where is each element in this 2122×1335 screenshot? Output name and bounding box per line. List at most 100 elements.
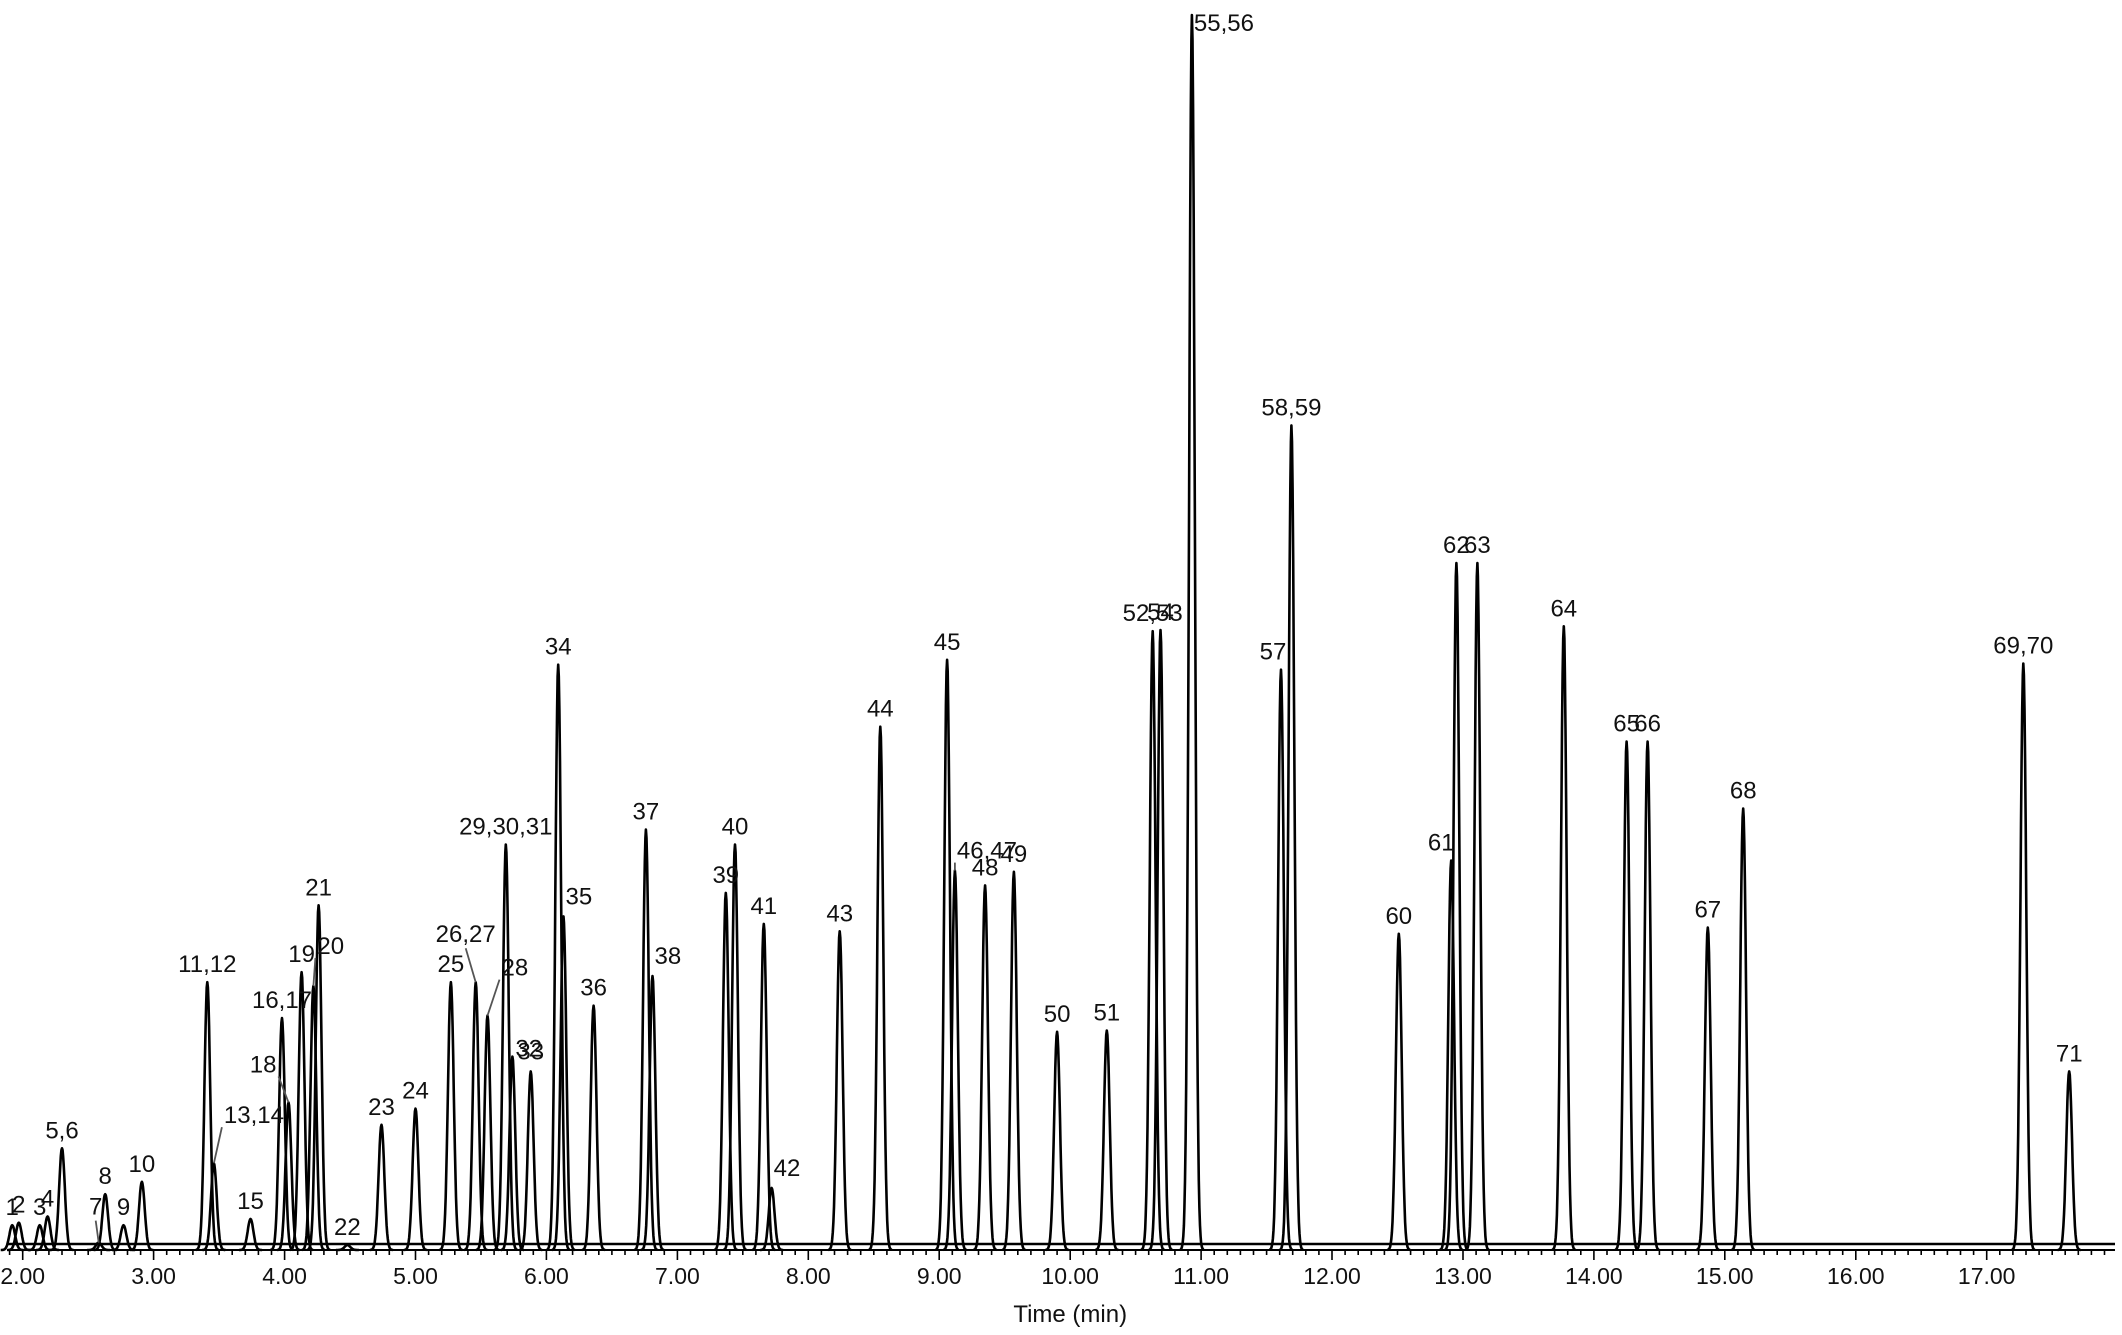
peak-23 [369,1123,394,1252]
x-tick-label: 7.00 [655,1263,700,1289]
peak-label-63: 63 [1464,532,1491,559]
peak-52-53 [1140,629,1165,1251]
peak-44 [868,725,893,1252]
peak-label-43: 43 [826,900,853,927]
x-tick-label: 4.00 [262,1263,307,1289]
peak-label-40: 40 [722,814,749,841]
peak-label-13-14: 13,14 [224,1102,284,1129]
peak-label-29-30-31: 29,30,31 [459,814,552,841]
peak-label-48: 48 [972,854,999,881]
x-tick-label: 11.00 [1173,1263,1229,1289]
x-tick-label: 3.00 [131,1263,176,1289]
leader-line-26-27 [464,947,477,983]
peak-label-15: 15 [237,1188,264,1215]
peak-34 [545,663,571,1252]
peak-label-46-47: 46,47 [957,838,1017,865]
peak-37 [633,828,659,1252]
peak-42 [759,1186,784,1252]
peak-label-10: 10 [129,1151,156,1178]
x-tick-label: 2.00 [0,1263,45,1289]
peak-label-16-17: 16,17 [252,987,312,1014]
peak-label-4: 4 [41,1186,54,1213]
peak-55-56 [1179,13,1205,1251]
peak-label-66: 66 [1634,711,1661,738]
peak-label-69-70: 69,70 [1993,633,2053,660]
peak-label-68: 68 [1730,778,1757,805]
peak-label-58-59: 58,59 [1261,394,1321,421]
peak-60 [1386,932,1411,1252]
peak-51 [1094,1029,1120,1252]
x-tick-label: 9.00 [917,1263,962,1289]
peak-38 [640,974,665,1252]
peak-label-62: 62 [1443,532,1470,559]
peak-label-25: 25 [438,951,465,978]
x-axis-tick-labels: 2.00 3.00 4.00 5.00 6.00 7.00 8.00 9.00 10.00 11.… [0,1263,2015,1289]
peak-label-1: 1 [6,1194,19,1221]
leader-line-20 [312,957,317,986]
peak-label-35: 35 [566,883,593,910]
x-tick-label: 5.00 [393,1263,438,1289]
peak-label-60: 60 [1385,903,1412,930]
peak-3 [27,1223,53,1252]
peak-label-51: 51 [1093,1000,1120,1027]
peak-label-26-27: 26,27 [436,921,496,948]
peak-39 [713,891,739,1252]
peak-label-32: 32 [515,1036,542,1063]
peak-5-6 [49,1147,75,1252]
peak-label-37: 37 [633,799,660,826]
peak-label-36: 36 [580,975,607,1002]
peak-10 [129,1180,155,1252]
peak-label-38: 38 [655,943,682,970]
peak-label-23: 23 [368,1094,395,1121]
peak-41 [751,922,777,1252]
leader-line-28 [486,979,501,1016]
peak-label-49: 49 [1001,841,1028,868]
peak-65 [1614,740,1639,1252]
peak-label-61: 61 [1428,830,1455,857]
x-tick-label: 17.00 [1958,1263,2016,1289]
peak-40 [722,843,748,1252]
peak-label-39: 39 [712,862,739,889]
peak-58-59 [1279,424,1304,1251]
leader-line-7 [94,1220,100,1243]
peak-49 [1001,870,1027,1252]
peak-33 [518,1070,544,1252]
peak-43 [827,929,853,1252]
peak-25 [438,980,464,1252]
x-tick-label: 10.00 [1041,1263,1099,1289]
peak-21 [306,903,331,1252]
peak-label-28: 28 [502,955,529,982]
peak-label-54: 54 [1147,599,1174,626]
peak-label-18: 18 [250,1051,277,1078]
x-tick-label: 14.00 [1565,1263,1623,1289]
peak-19 [289,970,314,1252]
peak-label-21: 21 [305,874,332,901]
peak-label-5-6: 5,6 [45,1117,78,1144]
x-tick-label: 15.00 [1696,1263,1754,1289]
peak-label-19: 19 [288,941,315,968]
peak-label-67: 67 [1694,897,1721,924]
peak-36 [581,1004,606,1252]
peak-11-12 [195,980,220,1252]
peak-label-9: 9 [117,1194,130,1221]
peak-label-3: 3 [33,1194,46,1221]
peak-46-47 [942,869,968,1252]
x-tick-label: 8.00 [786,1263,831,1289]
peak-label-71: 71 [2056,1040,2083,1067]
peak-label-45: 45 [934,629,961,656]
peak-48 [972,884,998,1252]
peak-57 [1268,668,1294,1252]
peak-69-70 [2011,662,2036,1252]
peak-label-65: 65 [1613,711,1640,738]
peak-9 [111,1223,136,1252]
peak-label-50: 50 [1044,1001,1071,1028]
leader-line-13-14 [213,1127,223,1164]
peak-traces [0,13,2115,1252]
peak-24 [403,1107,428,1252]
peak-label-42: 42 [774,1155,801,1182]
peak-label-2: 2 [12,1192,25,1219]
peak-15 [238,1217,263,1252]
peak-label-44: 44 [867,696,894,723]
peak-label-64: 64 [1550,595,1577,622]
